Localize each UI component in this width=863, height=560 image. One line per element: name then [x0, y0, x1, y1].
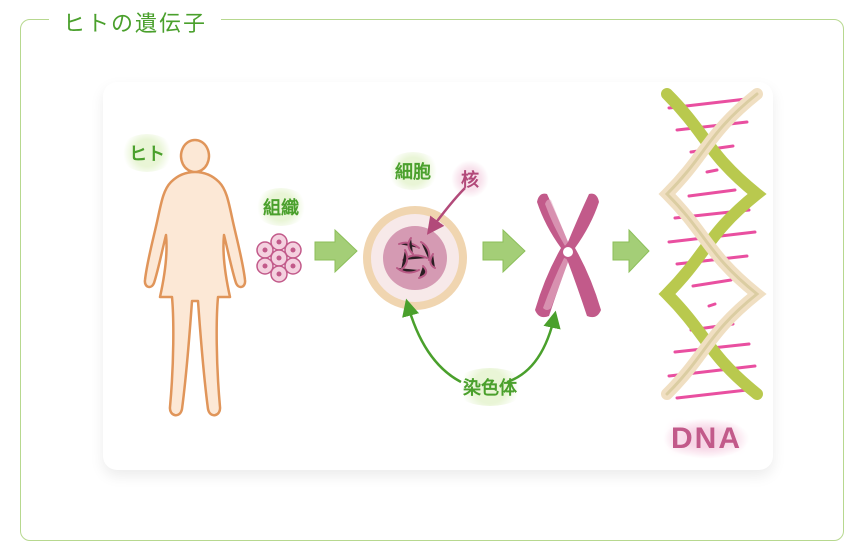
pointer-arrows [103, 82, 773, 470]
diagram-title: ヒトの遺伝子 [63, 11, 207, 36]
outer-box: ヒトの遺伝子 ヒト 組織 細胞 核 染色体 DNA [20, 19, 844, 541]
title-wrap: ヒトの遺伝子 [49, 6, 221, 38]
diagram-panel: ヒト 組織 細胞 核 染色体 DNA [103, 82, 773, 470]
